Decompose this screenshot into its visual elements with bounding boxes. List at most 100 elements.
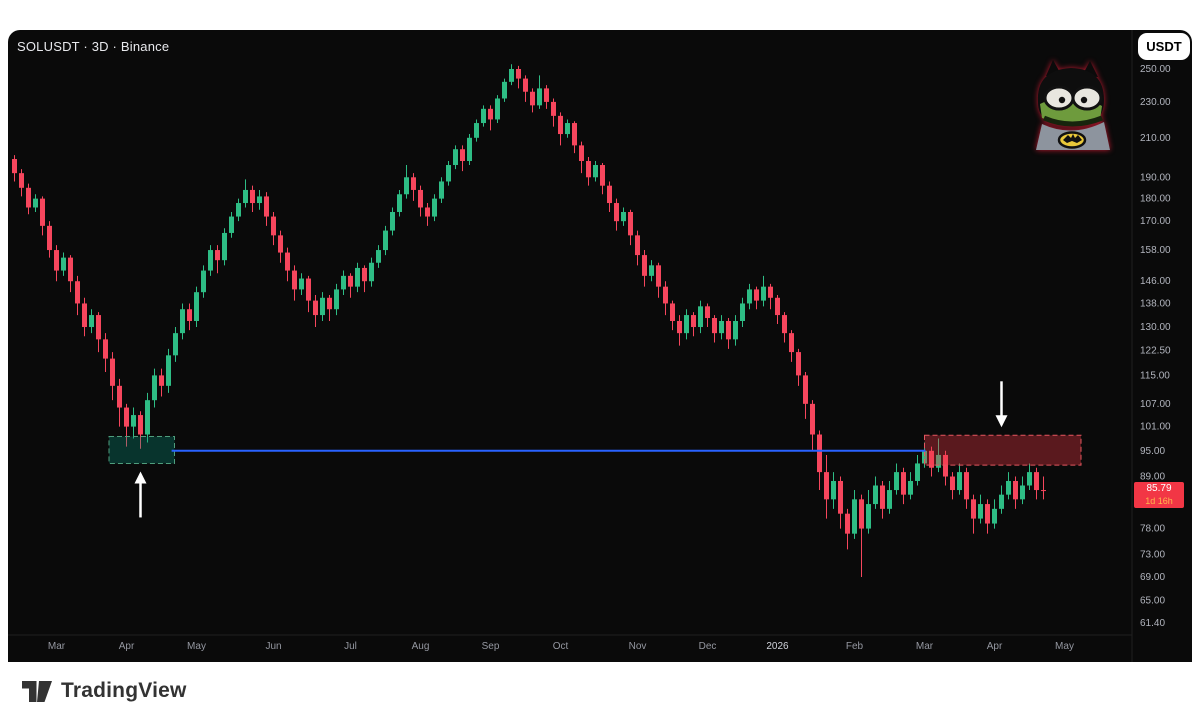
candle-body [390, 211, 395, 231]
candle-body [572, 123, 577, 146]
candle-body [145, 400, 150, 435]
candle-body [208, 250, 213, 271]
candle-body [999, 494, 1004, 509]
symbol-title[interactable]: SOLUSDT · 3D · Binance [17, 39, 170, 54]
candle-body [481, 108, 486, 124]
price-tick-label: 107.00 [1140, 399, 1171, 410]
time-tick-label: Apr [987, 641, 1003, 652]
candle-body [173, 333, 178, 356]
currency-button[interactable]: USDT [1138, 33, 1190, 60]
candle-body [236, 203, 241, 217]
candle-body [341, 275, 346, 290]
candle-body [75, 281, 80, 304]
price-tick-label: 170.00 [1140, 216, 1171, 227]
candle-body [131, 415, 136, 427]
price-tick-label: 138.00 [1140, 298, 1171, 309]
candle-body [635, 235, 640, 256]
candle-body [446, 165, 451, 182]
candle-body [26, 187, 31, 208]
tradingview-logo[interactable]: TradingView [22, 679, 187, 703]
price-tick-label: 95.00 [1140, 446, 1165, 457]
candle-body [852, 499, 857, 534]
candle-body [803, 375, 808, 404]
candlestick-chart: 250.00 230.00 210.00 190.00 180.00 170.00 158.… [8, 30, 1171, 662]
candle-body [516, 69, 521, 79]
candle-body [887, 490, 892, 509]
candle-body [166, 355, 171, 386]
price-tick-label: 210.00 [1140, 133, 1171, 144]
candle-body [68, 257, 73, 282]
candle-body [649, 265, 654, 276]
candle-body [866, 504, 871, 529]
candle-body [495, 98, 500, 120]
time-tick-label: Oct [553, 641, 569, 652]
time-tick-label: 2026 [766, 641, 789, 652]
candle-body [586, 161, 591, 178]
candle-body [957, 472, 962, 491]
candle-body [320, 297, 325, 316]
candle-body [593, 165, 598, 178]
candle-body [761, 286, 766, 301]
candle-body [621, 211, 626, 222]
price-tick-label: 61.40 [1140, 618, 1165, 629]
candle-body [733, 320, 738, 340]
candle-body [859, 499, 864, 529]
candle-body [1034, 472, 1039, 491]
candle-body [362, 267, 367, 282]
candle-body [978, 504, 983, 519]
bar-close-countdown: 1d 16h [1145, 496, 1173, 507]
candle-body [292, 270, 297, 290]
candle-body [124, 407, 129, 427]
price-tick-label: 69.00 [1140, 572, 1165, 583]
candle-body [565, 123, 570, 135]
candle-body [684, 315, 689, 334]
time-tick-label: Feb [846, 641, 864, 652]
footer-bar: TradingView [0, 662, 1200, 720]
pepe-batman-image [1026, 58, 1118, 157]
time-tick-label: Nov [629, 641, 647, 652]
candle-body [775, 297, 780, 316]
price-tick-label: 230.00 [1140, 97, 1171, 108]
candle-body [936, 454, 941, 468]
candle-body [845, 513, 850, 534]
candle-body [61, 257, 66, 271]
candle-body [474, 123, 479, 138]
candle-body [677, 320, 682, 334]
candle-body [768, 286, 773, 298]
candle-body [348, 275, 353, 287]
candle-body [642, 255, 647, 276]
candle-body [880, 485, 885, 509]
candle-body [376, 250, 381, 263]
time-tick-label: Mar [916, 641, 934, 652]
candle-body [614, 203, 619, 222]
time-scale[interactable] [8, 635, 1132, 662]
candle-body [82, 303, 87, 328]
candle-body [229, 216, 234, 233]
candle-body [138, 415, 143, 435]
candle-body [278, 235, 283, 253]
candle-body [810, 403, 815, 435]
candle-body [992, 508, 997, 524]
support-zone-box[interactable] [108, 436, 175, 464]
candle-body [747, 289, 752, 304]
time-tick-label: Mar [48, 641, 66, 652]
candle-body [1027, 472, 1032, 486]
candle-body [726, 320, 731, 340]
candle-body [782, 315, 787, 334]
candle-body [271, 216, 276, 236]
candle-body [509, 69, 514, 82]
candle-body [334, 289, 339, 310]
candle-body [117, 385, 122, 408]
price-tick-label: 115.00 [1140, 370, 1170, 381]
candle-body [817, 434, 822, 473]
candle-body [152, 375, 157, 401]
candle-body [523, 78, 528, 92]
candle-body [670, 303, 675, 321]
candle-body [950, 476, 955, 491]
price-tick-label: 130.00 [1140, 322, 1171, 333]
resistance-zone-box[interactable] [924, 434, 1082, 466]
candle-body [544, 88, 549, 102]
candle-body [33, 198, 38, 208]
candle-body [1013, 480, 1018, 500]
candle-body [327, 297, 332, 310]
